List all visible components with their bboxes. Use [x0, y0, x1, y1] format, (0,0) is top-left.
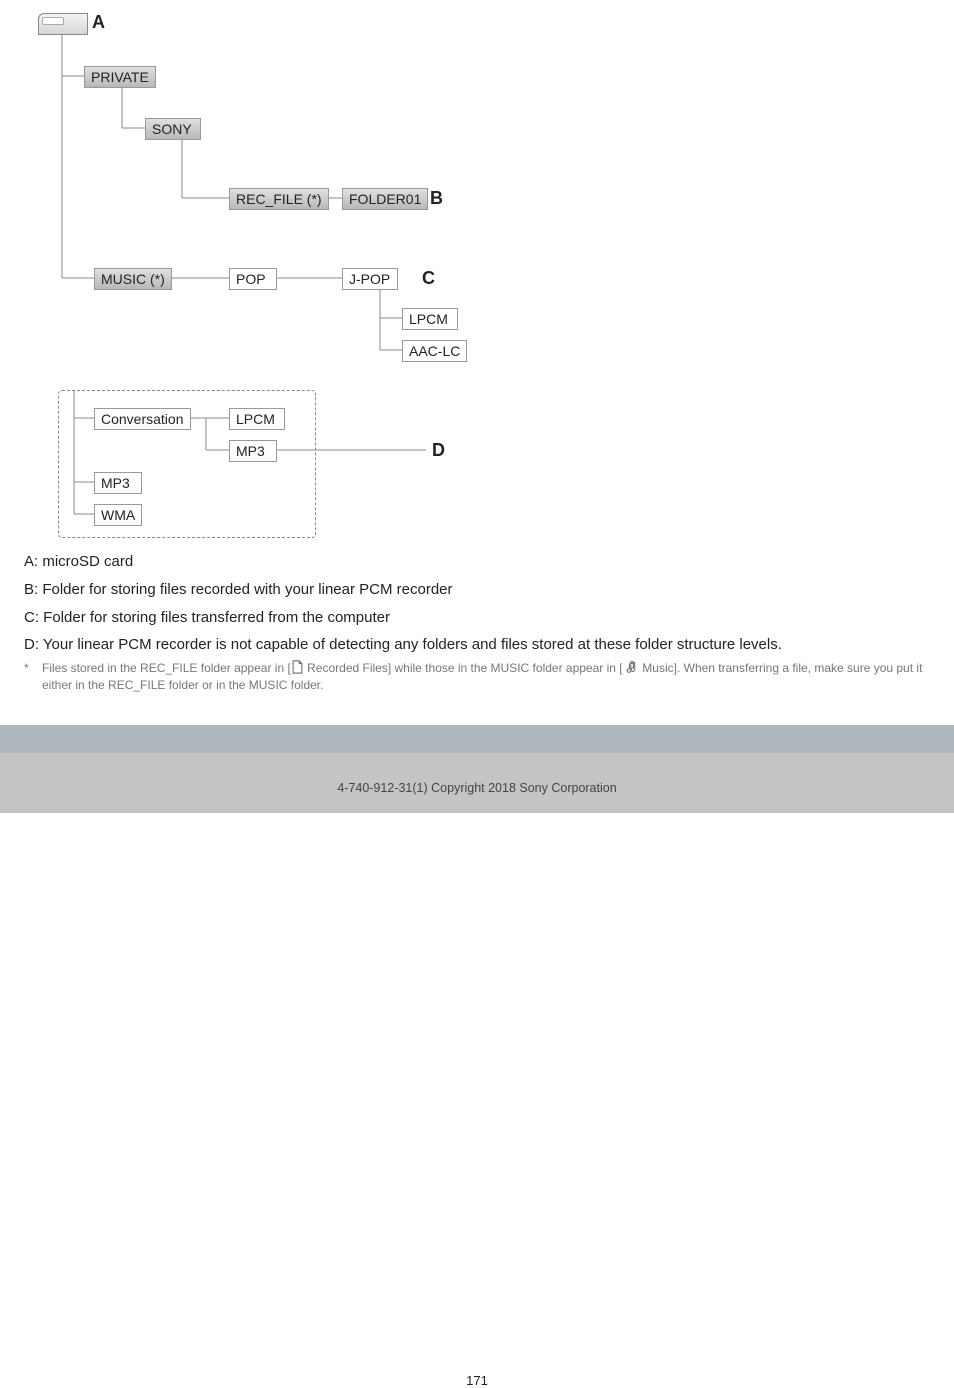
folder-wma: WMA [94, 504, 142, 526]
folder-pop: POP [229, 268, 277, 290]
marker-d: D [432, 440, 445, 461]
marker-c: C [422, 268, 435, 289]
folder-structure-diagram: PRIVATE SONY REC_FILE (*) FOLDER01 MUSIC (*)… [32, 10, 502, 545]
folder-folder01: FOLDER01 [342, 188, 428, 210]
footer-stripe [0, 725, 954, 753]
footnote-text: Files stored in the REC_FILE folder appe… [42, 660, 930, 695]
marker-b: B [430, 188, 443, 209]
footnote-part1: Files stored in the REC_FILE folder appe… [42, 661, 291, 675]
footer-copyright: 4-740-912-31(1) Copyright 2018 Sony Corp… [0, 753, 954, 813]
footnote-marker: * [24, 660, 42, 695]
footer: 4-740-912-31(1) Copyright 2018 Sony Corp… [0, 725, 954, 813]
legend-a: A: microSD card [24, 551, 954, 573]
file-icon [291, 660, 304, 674]
music-icon [626, 660, 639, 674]
folder-private: PRIVATE [84, 66, 156, 88]
folder-jpop: J-POP [342, 268, 398, 290]
folder-aaclc: AAC-LC [402, 340, 467, 362]
footnote: * Files stored in the REC_FILE folder ap… [24, 660, 930, 695]
marker-a: A [92, 12, 105, 33]
folder-recfile: REC_FILE (*) [229, 188, 329, 210]
legend-b: B: Folder for storing files recorded wit… [24, 579, 954, 601]
footnote-part2: Recorded Files] while those in the MUSIC… [304, 661, 626, 675]
folder-mp3b: MP3 [94, 472, 142, 494]
page-number: 171 [0, 1373, 954, 1388]
legend-c: C: Folder for storing files transferred … [24, 607, 954, 629]
folder-conv: Conversation [94, 408, 191, 430]
folder-music: MUSIC (*) [94, 268, 172, 290]
legend-d: D: Your linear PCM recorder is not capab… [24, 634, 954, 656]
folder-mp3a: MP3 [229, 440, 277, 462]
folder-lpcm1: LPCM [402, 308, 458, 330]
folder-lpcm2: LPCM [229, 408, 285, 430]
folder-sony: SONY [145, 118, 201, 140]
microsd-card-icon [38, 13, 88, 35]
